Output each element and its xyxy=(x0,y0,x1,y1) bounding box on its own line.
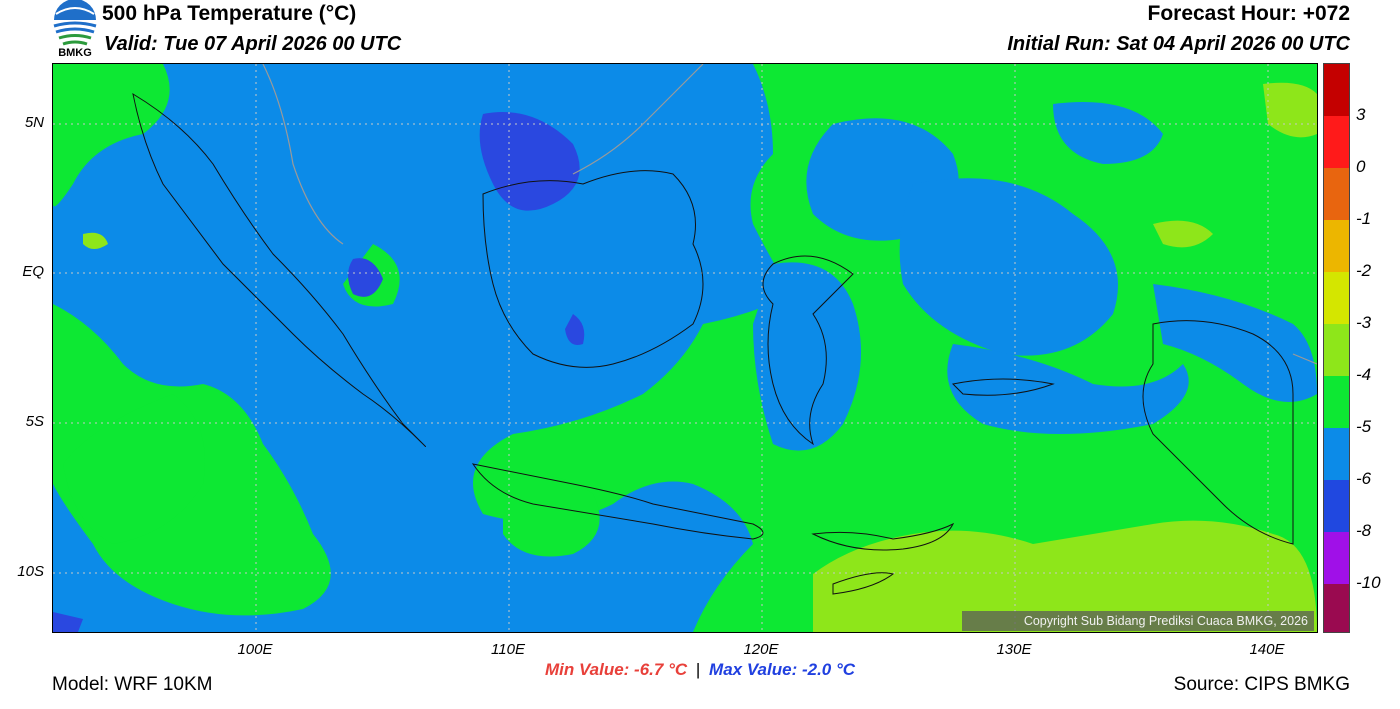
copyright-label: Copyright Sub Bidang Prediksi Cuaca BMKG… xyxy=(962,611,1314,631)
colorbar-label: -6 xyxy=(1356,469,1372,488)
yellowgreen-field-minus3 xyxy=(83,82,1317,632)
graticule xyxy=(53,64,1317,632)
min-value: Min Value: -6.7 °C xyxy=(544,660,688,679)
colorbar-segment xyxy=(1324,168,1349,220)
darkblue-patches-minus6 xyxy=(53,112,585,632)
forecast-hour: Forecast Hour: +072 xyxy=(1147,2,1351,25)
colorbar-label: 3 xyxy=(1356,105,1366,124)
lon-label-140e: 140E xyxy=(1249,641,1285,658)
lon-label-120e: 120E xyxy=(743,641,779,658)
bmkg-logo xyxy=(50,0,100,60)
neighbor-borders xyxy=(262,64,1317,365)
colorbar-segment xyxy=(1324,220,1349,272)
colorbar-label: -1 xyxy=(1356,209,1372,228)
lat-label-5n: 5N xyxy=(24,114,44,131)
colorbar-label: -8 xyxy=(1356,521,1372,540)
separator: | xyxy=(695,660,701,679)
colorbar-segment xyxy=(1324,64,1349,116)
colorbar-label: -10 xyxy=(1356,573,1381,592)
lon-label-100e: 100E xyxy=(237,641,273,658)
colorbar-segment xyxy=(1324,584,1349,632)
colorbar-segment xyxy=(1324,376,1349,428)
colorbar-label: -2 xyxy=(1356,261,1372,280)
initial-run: Initial Run: Sat 04 April 2026 00 UTC xyxy=(1007,33,1350,55)
source-label: Source: CIPS BMKG xyxy=(1173,674,1350,695)
logo-text: BMKG xyxy=(58,47,92,59)
colorbar-segment xyxy=(1324,428,1349,480)
valid-time: Valid: Tue 07 April 2026 00 UTC xyxy=(104,33,402,55)
min-max-line: Min Value: -6.7 °C | Max Value: -2.0 °C xyxy=(0,660,1400,680)
max-value: Max Value: -2.0 °C xyxy=(709,660,856,679)
lat-label-10s: 10S xyxy=(17,563,44,580)
map-title: 500 hPa Temperature (°C) xyxy=(102,2,357,25)
colorbar-label: 0 xyxy=(1356,157,1366,176)
lat-label-eq: EQ xyxy=(22,263,44,280)
lat-label-5s: 5S xyxy=(25,413,44,430)
colorbar-segment xyxy=(1324,532,1349,584)
model-label: Model: WRF 10KM xyxy=(52,674,213,695)
colorbar-segment xyxy=(1324,272,1349,324)
blue-patches-east xyxy=(753,102,1317,451)
green-field-minus4 xyxy=(53,64,1317,632)
colorbar-label: -5 xyxy=(1356,417,1372,436)
lon-label-110e: 110E xyxy=(491,641,525,658)
colorbar-segment xyxy=(1324,116,1349,168)
colorbar xyxy=(1323,63,1350,633)
colorbar-segment xyxy=(1324,324,1349,376)
colorbar-segment xyxy=(1324,480,1349,532)
temperature-map xyxy=(52,63,1318,633)
coastlines xyxy=(132,92,1294,595)
lon-label-130e: 130E xyxy=(996,641,1032,658)
colorbar-label: -4 xyxy=(1356,365,1372,384)
colorbar-label: -3 xyxy=(1356,313,1372,332)
